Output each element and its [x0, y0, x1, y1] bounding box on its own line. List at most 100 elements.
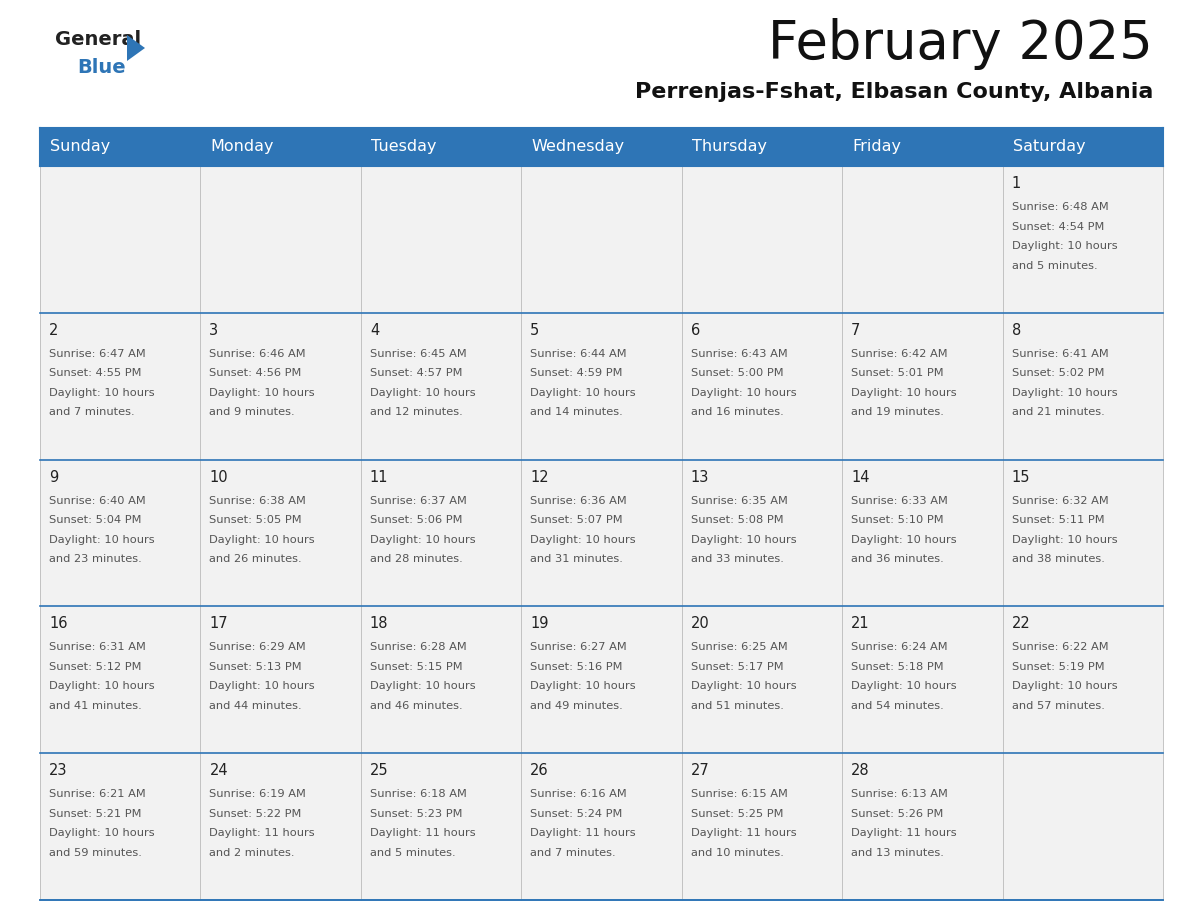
Text: Daylight: 10 hours: Daylight: 10 hours [1011, 241, 1117, 251]
Text: Sunset: 5:06 PM: Sunset: 5:06 PM [369, 515, 462, 525]
Bar [682, 313, 842, 460]
Text: Daylight: 10 hours: Daylight: 10 hours [690, 681, 796, 691]
Bar [1003, 313, 1163, 460]
Bar [40, 166, 201, 313]
Text: 24: 24 [209, 763, 228, 778]
Bar [361, 313, 522, 460]
Bar [1003, 166, 1163, 313]
Text: Sunrise: 6:40 AM: Sunrise: 6:40 AM [49, 496, 146, 506]
Text: Daylight: 11 hours: Daylight: 11 hours [530, 828, 636, 838]
Text: Tuesday: Tuesday [371, 140, 436, 154]
Bar [201, 313, 361, 460]
Bar [361, 166, 522, 313]
Bar [361, 753, 522, 900]
Bar [40, 753, 201, 900]
Text: 21: 21 [851, 616, 870, 632]
Text: Sunset: 5:13 PM: Sunset: 5:13 PM [209, 662, 302, 672]
Bar [201, 128, 361, 166]
Bar [522, 460, 682, 607]
Text: and 33 minutes.: and 33 minutes. [690, 554, 784, 564]
Bar [522, 166, 682, 313]
Text: and 31 minutes.: and 31 minutes. [530, 554, 624, 564]
Text: Friday: Friday [852, 140, 902, 154]
Text: 17: 17 [209, 616, 228, 632]
Text: Perrenjas-Fshat, Elbasan County, Albania: Perrenjas-Fshat, Elbasan County, Albania [634, 82, 1154, 102]
Bar [40, 313, 201, 460]
Text: Daylight: 10 hours: Daylight: 10 hours [209, 534, 315, 544]
Text: Daylight: 10 hours: Daylight: 10 hours [369, 387, 475, 397]
Text: Sunset: 5:07 PM: Sunset: 5:07 PM [530, 515, 623, 525]
Text: and 28 minutes.: and 28 minutes. [369, 554, 462, 564]
Text: and 44 minutes.: and 44 minutes. [209, 701, 302, 711]
Bar [201, 166, 361, 313]
Text: Monday: Monday [210, 140, 274, 154]
Text: Sunrise: 6:32 AM: Sunrise: 6:32 AM [1011, 496, 1108, 506]
Text: Sunset: 5:10 PM: Sunset: 5:10 PM [851, 515, 943, 525]
Text: Daylight: 10 hours: Daylight: 10 hours [209, 387, 315, 397]
Text: and 38 minutes.: and 38 minutes. [1011, 554, 1105, 564]
Text: and 51 minutes.: and 51 minutes. [690, 701, 784, 711]
Text: Daylight: 10 hours: Daylight: 10 hours [851, 534, 956, 544]
Text: Sunset: 5:21 PM: Sunset: 5:21 PM [49, 809, 141, 819]
Text: Saturday: Saturday [1012, 140, 1085, 154]
Text: Daylight: 10 hours: Daylight: 10 hours [690, 387, 796, 397]
Text: and 23 minutes.: and 23 minutes. [49, 554, 141, 564]
Text: Sunrise: 6:46 AM: Sunrise: 6:46 AM [209, 349, 307, 359]
Text: Daylight: 10 hours: Daylight: 10 hours [369, 681, 475, 691]
Bar [1003, 460, 1163, 607]
Text: Sunrise: 6:35 AM: Sunrise: 6:35 AM [690, 496, 788, 506]
Text: and 7 minutes.: and 7 minutes. [49, 408, 134, 418]
Text: and 16 minutes.: and 16 minutes. [690, 408, 783, 418]
Text: and 12 minutes.: and 12 minutes. [369, 408, 462, 418]
Text: Sunset: 5:18 PM: Sunset: 5:18 PM [851, 662, 943, 672]
Text: 4: 4 [369, 323, 379, 338]
Text: Sunset: 5:01 PM: Sunset: 5:01 PM [851, 368, 943, 378]
Bar [682, 753, 842, 900]
Text: Daylight: 10 hours: Daylight: 10 hours [1011, 534, 1117, 544]
Text: and 26 minutes.: and 26 minutes. [209, 554, 302, 564]
Text: Sunrise: 6:25 AM: Sunrise: 6:25 AM [690, 643, 788, 653]
Text: Wednesday: Wednesday [531, 140, 625, 154]
Text: Sunrise: 6:24 AM: Sunrise: 6:24 AM [851, 643, 948, 653]
Text: 15: 15 [1011, 470, 1030, 485]
Text: Blue: Blue [77, 58, 126, 77]
Bar [682, 128, 842, 166]
Text: and 14 minutes.: and 14 minutes. [530, 408, 623, 418]
Text: Sunrise: 6:44 AM: Sunrise: 6:44 AM [530, 349, 627, 359]
Text: Sunrise: 6:43 AM: Sunrise: 6:43 AM [690, 349, 788, 359]
Text: 14: 14 [851, 470, 870, 485]
Text: Sunset: 5:08 PM: Sunset: 5:08 PM [690, 515, 783, 525]
Bar [682, 607, 842, 753]
Text: Sunset: 4:59 PM: Sunset: 4:59 PM [530, 368, 623, 378]
Text: Sunset: 5:17 PM: Sunset: 5:17 PM [690, 662, 783, 672]
Text: Daylight: 10 hours: Daylight: 10 hours [851, 387, 956, 397]
Bar [1003, 753, 1163, 900]
Text: Sunrise: 6:36 AM: Sunrise: 6:36 AM [530, 496, 627, 506]
Text: Daylight: 11 hours: Daylight: 11 hours [209, 828, 315, 838]
Text: Daylight: 10 hours: Daylight: 10 hours [1011, 387, 1117, 397]
Text: Sunset: 5:25 PM: Sunset: 5:25 PM [690, 809, 783, 819]
Text: 1: 1 [1011, 176, 1020, 191]
Text: 22: 22 [1011, 616, 1030, 632]
Bar [842, 607, 1003, 753]
Text: 18: 18 [369, 616, 388, 632]
Text: Sunrise: 6:29 AM: Sunrise: 6:29 AM [209, 643, 307, 653]
Text: and 54 minutes.: and 54 minutes. [851, 701, 944, 711]
Bar [842, 753, 1003, 900]
Text: and 46 minutes.: and 46 minutes. [369, 701, 462, 711]
Bar [522, 313, 682, 460]
Text: Sunrise: 6:15 AM: Sunrise: 6:15 AM [690, 789, 788, 800]
Text: Sunrise: 6:19 AM: Sunrise: 6:19 AM [209, 789, 307, 800]
Text: Daylight: 10 hours: Daylight: 10 hours [530, 534, 636, 544]
Text: Sunset: 5:26 PM: Sunset: 5:26 PM [851, 809, 943, 819]
Text: 11: 11 [369, 470, 388, 485]
Text: Thursday: Thursday [691, 140, 766, 154]
Text: Daylight: 10 hours: Daylight: 10 hours [49, 387, 154, 397]
Text: Sunset: 5:23 PM: Sunset: 5:23 PM [369, 809, 462, 819]
Text: Daylight: 10 hours: Daylight: 10 hours [209, 681, 315, 691]
Text: and 10 minutes.: and 10 minutes. [690, 847, 784, 857]
Text: 20: 20 [690, 616, 709, 632]
Polygon shape [127, 35, 145, 61]
Bar [40, 460, 201, 607]
Bar [842, 166, 1003, 313]
